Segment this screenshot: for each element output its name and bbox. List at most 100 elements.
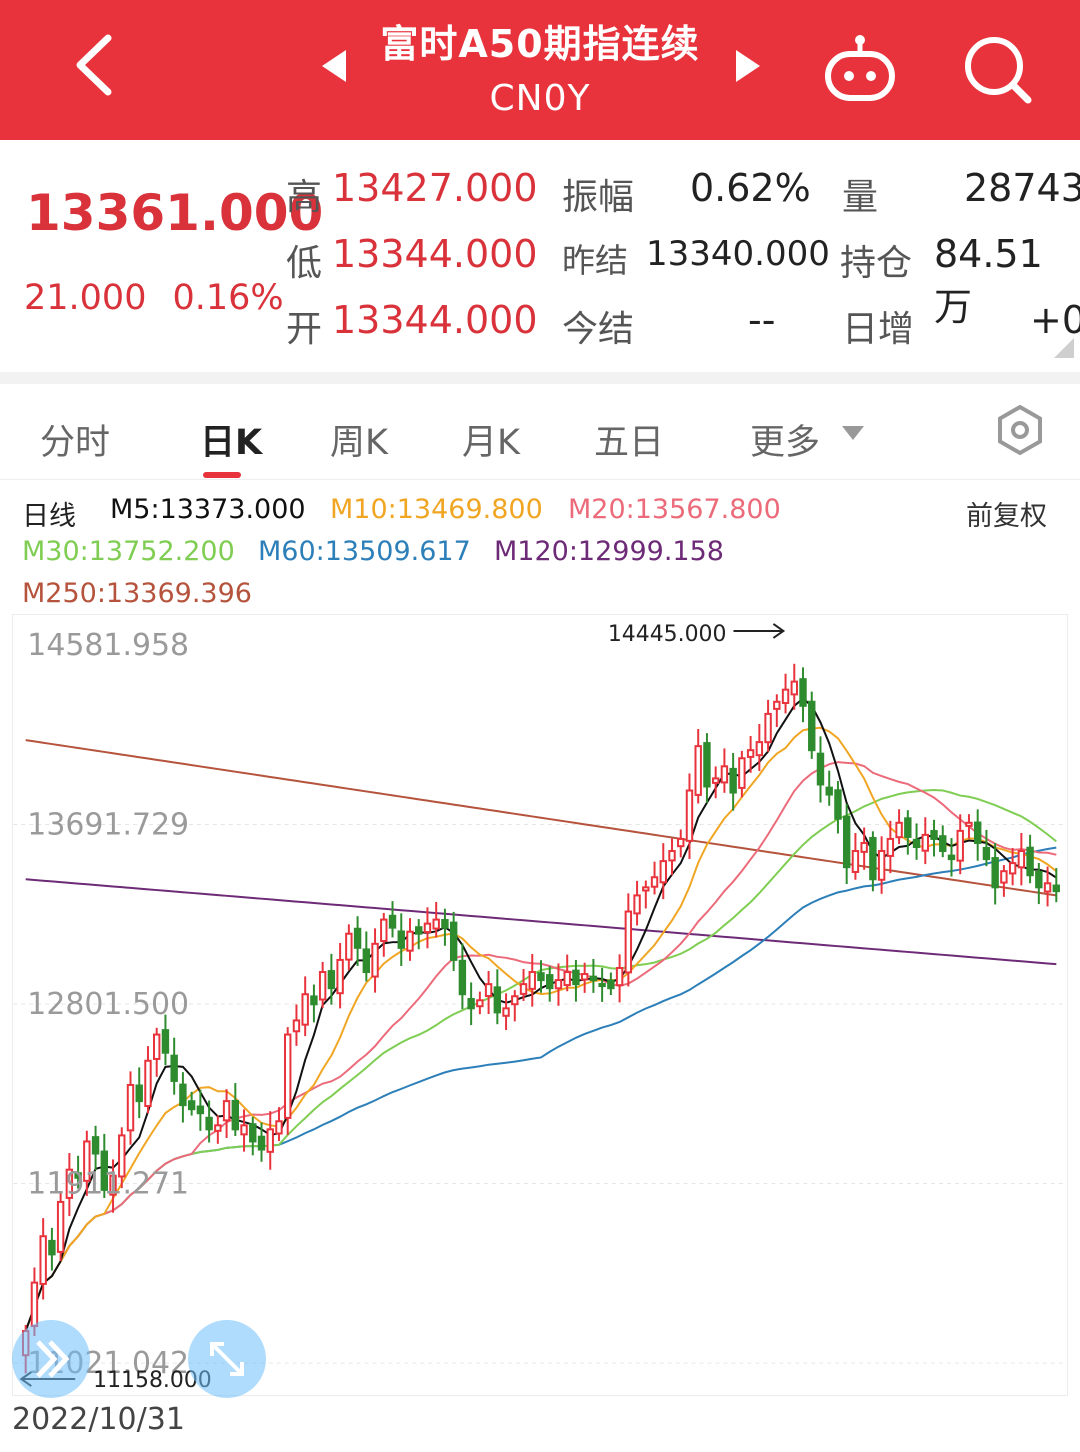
ma20-label: M20:13567.800 <box>568 494 781 525</box>
daily-increase-label: 日增 <box>842 309 915 350</box>
candle-body <box>1035 870 1043 889</box>
candle-body <box>650 876 659 888</box>
next-instrument-icon[interactable] <box>736 50 760 82</box>
low-value: 13344.000 <box>332 232 538 276</box>
candle-body <box>231 1099 240 1131</box>
candle-body <box>153 1033 161 1060</box>
candle-body <box>388 914 397 929</box>
ma120-label: M120:12999.158 <box>494 536 724 567</box>
fullscreen-button[interactable] <box>188 1320 266 1398</box>
candle-body <box>607 979 615 990</box>
candle-body <box>642 886 650 892</box>
adjustment-label[interactable]: 前复权 <box>966 501 1047 532</box>
ma60-label: M60:13509.617 <box>258 536 471 567</box>
back-arrow-icon[interactable] <box>62 30 132 100</box>
prev-settle-value: 13340.000 <box>646 234 830 274</box>
candle-body <box>598 983 606 988</box>
candle-body <box>502 1007 510 1017</box>
candle-body <box>292 1019 301 1033</box>
candle-body <box>327 970 336 990</box>
candle-body <box>921 833 929 852</box>
candle-body <box>842 815 851 869</box>
tab-intraday[interactable]: 分时 <box>40 423 111 463</box>
candle-body <box>1026 846 1034 877</box>
candle-body <box>449 921 458 961</box>
line-type-label: 日线 <box>22 501 76 532</box>
settings-hexagon-icon[interactable] <box>994 404 1046 456</box>
candle-body <box>808 700 816 752</box>
candle-body <box>144 1059 152 1108</box>
tab-five-day[interactable]: 五日 <box>594 423 665 463</box>
candle-body <box>336 958 344 995</box>
candle-body <box>353 927 362 949</box>
tab-weekly-k[interactable]: 周K <box>330 423 388 463</box>
candle-body <box>345 932 353 961</box>
tab-daily-k[interactable]: 日K <box>200 423 263 463</box>
settle-value: -- <box>748 298 776 342</box>
candle-body <box>362 948 371 974</box>
candle-body <box>205 1116 213 1131</box>
volume-label: 量 <box>842 177 879 218</box>
candle-body <box>249 1123 257 1143</box>
ma250-label: M250:13369.396 <box>22 578 252 609</box>
candle-body <box>432 918 440 930</box>
candle-body <box>214 1124 222 1132</box>
candlestick-chart[interactable]: 14581.95813691.72912801.50011911.2711102… <box>12 614 1068 1396</box>
candle-body <box>563 971 571 987</box>
candle-body <box>528 971 536 990</box>
candle-body <box>633 894 641 915</box>
candle-body <box>135 1084 143 1103</box>
candle-body <box>851 850 860 873</box>
open-label: 开 <box>286 309 323 350</box>
candle-body <box>1052 884 1061 893</box>
candle-body <box>912 838 921 848</box>
candle-body <box>816 752 825 786</box>
candle-body <box>825 786 833 796</box>
candle-body <box>546 974 554 990</box>
corner-triangle-icon <box>1054 338 1074 358</box>
last-price: 13361.000 <box>26 184 324 242</box>
expand-icon <box>210 1342 244 1376</box>
candle-body <box>519 983 528 995</box>
candle-body <box>318 971 327 1001</box>
period-tabs: 分时 日K 周K 月K 五日 更多 <box>0 384 1080 480</box>
candle-body <box>973 821 982 844</box>
candle-body <box>406 930 414 952</box>
candle-body <box>624 910 633 974</box>
tab-monthly-k[interactable]: 月K <box>462 423 520 463</box>
candle-body <box>240 1124 248 1136</box>
top-bar: 富时A50期指连续 CN0Y <box>0 0 1080 140</box>
instrument-name: 富时A50期指连续 <box>380 22 700 66</box>
candle-body <box>476 999 484 1008</box>
instrument-code: CN0Y <box>489 78 591 119</box>
candle-body <box>615 967 624 987</box>
candle-body <box>397 930 405 949</box>
candle-body <box>580 973 589 981</box>
candle-body <box>930 830 938 840</box>
ma10-label: M10:13469.800 <box>330 494 543 525</box>
candle-body <box>956 829 964 862</box>
divider <box>0 372 1080 384</box>
candle-body <box>266 1128 274 1153</box>
candle-body <box>729 767 737 794</box>
candle-body <box>860 841 868 853</box>
change-value: 21.000 <box>24 278 147 318</box>
tab-more[interactable]: 更多 <box>750 423 821 463</box>
candle-body <box>982 846 991 861</box>
candle-body <box>869 836 877 881</box>
candle-body <box>458 959 467 996</box>
chevron-down-icon[interactable] <box>842 426 864 440</box>
candle-body <box>554 979 563 990</box>
candle-body <box>781 688 790 705</box>
candle-body <box>257 1135 266 1151</box>
double-chevron-icon <box>36 1340 70 1378</box>
robot-assistant-icon[interactable] <box>820 30 900 110</box>
open-value: 13344.000 <box>332 298 538 342</box>
scroll-start-button[interactable] <box>12 1320 90 1398</box>
previous-instrument-icon[interactable] <box>322 50 346 82</box>
candle-body <box>170 1054 178 1082</box>
high-arrow-head <box>772 623 786 639</box>
candle-body <box>187 1100 196 1111</box>
y-tick-label: 13691.729 <box>27 807 189 842</box>
search-icon[interactable] <box>958 30 1038 110</box>
